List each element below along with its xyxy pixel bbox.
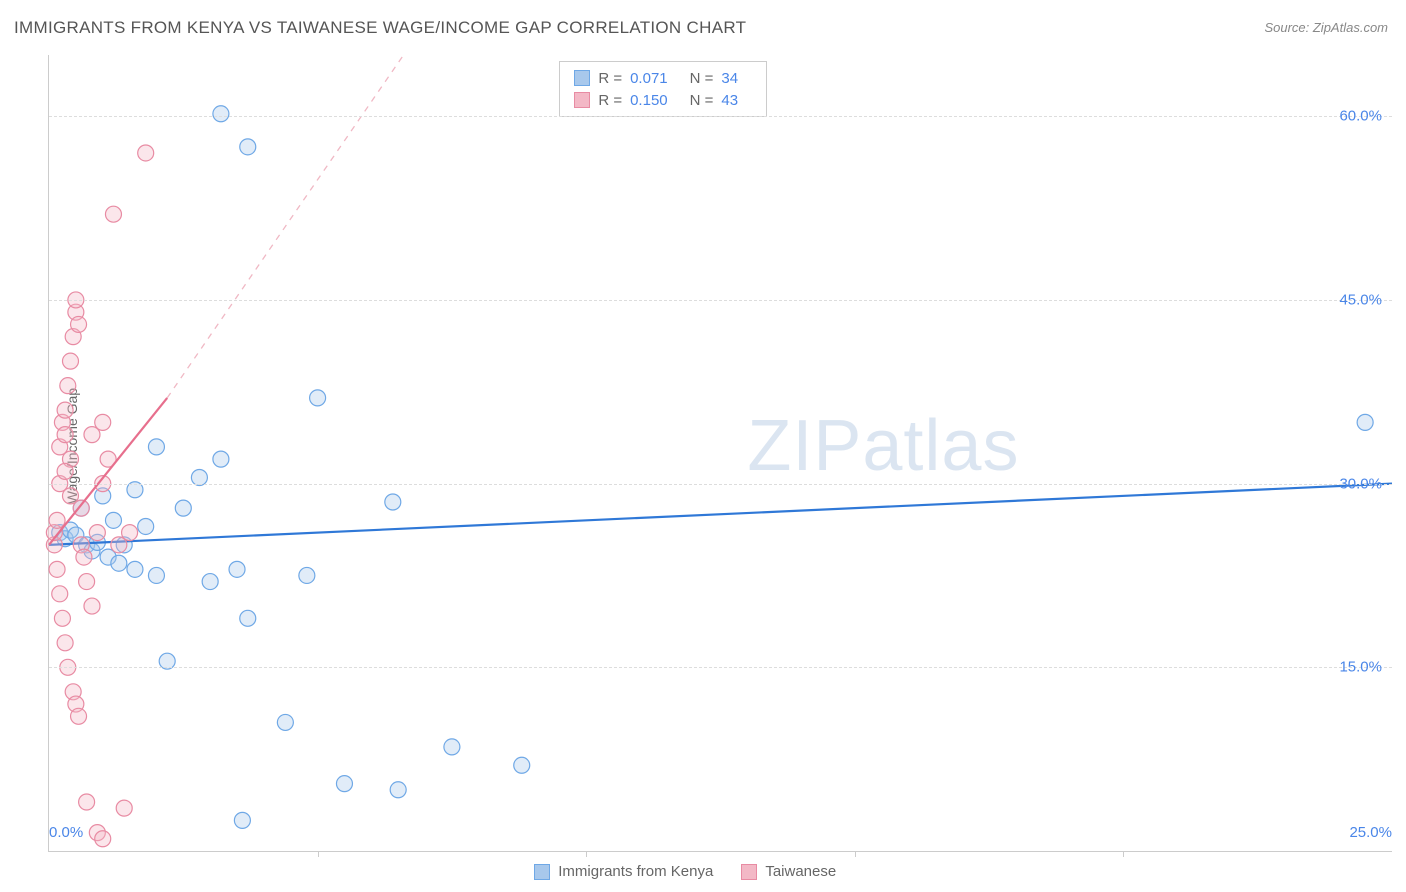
data-point — [229, 561, 245, 577]
data-point — [138, 145, 154, 161]
data-point — [148, 567, 164, 583]
data-point — [116, 800, 132, 816]
data-point — [122, 525, 138, 541]
data-point — [234, 812, 250, 828]
legend-item: Immigrants from Kenya — [534, 863, 713, 880]
data-point — [62, 488, 78, 504]
data-point — [277, 714, 293, 730]
data-point — [1357, 414, 1373, 430]
data-point — [111, 555, 127, 571]
legend-stats: R =0.071N =34R =0.150N =43 — [559, 61, 767, 117]
data-point — [444, 739, 460, 755]
plot-area: ZIPatlas R =0.071N =34R =0.150N =43 15.0… — [48, 55, 1392, 852]
data-point — [52, 586, 68, 602]
data-point — [49, 561, 65, 577]
data-point — [57, 402, 73, 418]
data-point — [514, 757, 530, 773]
legend-swatch — [741, 864, 757, 880]
legend-series: Immigrants from Kenya Taiwanese — [534, 863, 836, 880]
data-point — [84, 598, 100, 614]
data-point — [148, 439, 164, 455]
data-point — [60, 378, 76, 394]
x-tick-label: 0.0% — [49, 824, 83, 841]
data-point — [127, 561, 143, 577]
data-point — [57, 635, 73, 651]
y-tick-label: 60.0% — [1339, 108, 1382, 125]
legend-swatch — [534, 864, 550, 880]
data-point — [76, 549, 92, 565]
data-point — [95, 414, 111, 430]
data-point — [299, 567, 315, 583]
legend-stat-row: R =0.071N =34 — [574, 67, 752, 89]
scatter-svg — [49, 55, 1392, 851]
data-point — [49, 512, 65, 528]
x-tick-label: 25.0% — [1349, 824, 1392, 841]
data-point — [57, 463, 73, 479]
data-point — [71, 708, 87, 724]
y-tick-label: 15.0% — [1339, 659, 1382, 676]
data-point — [105, 512, 121, 528]
data-point — [138, 518, 154, 534]
data-point — [336, 776, 352, 792]
data-point — [62, 353, 78, 369]
data-point — [57, 427, 73, 443]
data-point — [240, 139, 256, 155]
y-tick-label: 30.0% — [1339, 475, 1382, 492]
legend-label: Taiwanese — [765, 863, 836, 880]
data-point — [79, 574, 95, 590]
trend-line-extrapolated — [167, 55, 403, 398]
data-point — [390, 782, 406, 798]
legend-stat-row: R =0.150N =43 — [574, 89, 752, 111]
data-point — [79, 794, 95, 810]
data-point — [89, 525, 105, 541]
data-point — [385, 494, 401, 510]
data-point — [95, 831, 111, 847]
data-point — [213, 106, 229, 122]
data-point — [54, 610, 70, 626]
trend-line — [49, 484, 1392, 545]
y-tick-label: 45.0% — [1339, 291, 1382, 308]
data-point — [310, 390, 326, 406]
legend-swatch — [574, 70, 590, 86]
data-point — [105, 206, 121, 222]
source-attribution: Source: ZipAtlas.com — [1264, 20, 1388, 35]
data-point — [202, 574, 218, 590]
legend-label: Immigrants from Kenya — [558, 863, 713, 880]
data-point — [240, 610, 256, 626]
data-point — [213, 451, 229, 467]
data-point — [175, 500, 191, 516]
legend-item: Taiwanese — [741, 863, 836, 880]
chart-title: IMMIGRANTS FROM KENYA VS TAIWANESE WAGE/… — [14, 18, 746, 38]
data-point — [71, 316, 87, 332]
legend-swatch — [574, 92, 590, 108]
